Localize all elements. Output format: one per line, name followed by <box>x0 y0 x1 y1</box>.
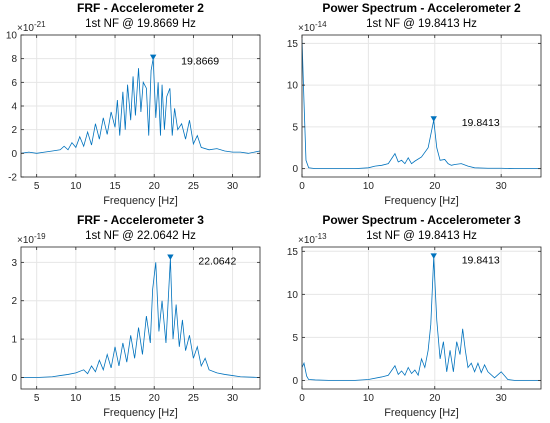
peak-label: 19.8669 <box>181 56 219 68</box>
axes-box <box>20 246 261 390</box>
y-tick-label: -2 <box>8 173 17 184</box>
peak-marker <box>167 254 174 261</box>
series-line <box>21 258 260 378</box>
chart-subtitle: 1st NF @ 19.8413 Hz <box>366 18 477 30</box>
chart-title: Power Spectrum - Accelerometer 3 <box>322 213 521 227</box>
x-tick-label: 10 <box>363 393 375 404</box>
x-tick-label: 30 <box>227 393 239 404</box>
x-tick-label: 5 <box>34 393 40 404</box>
y-exponent: ×10-19 <box>17 232 46 246</box>
peak-marker <box>430 116 437 122</box>
x-tick-label: 10 <box>70 393 82 404</box>
y-tick-label: 8 <box>11 54 17 65</box>
y-exponent: ×10-21 <box>17 20 46 34</box>
x-tick-label: 20 <box>149 393 161 404</box>
peak-label: 22.0642 <box>198 256 236 268</box>
y-tick-label: 15 <box>287 39 299 50</box>
series-line <box>302 39 541 170</box>
chart-title: FRF - Accelerometer 2 <box>77 1 204 15</box>
x-tick-label: 0 <box>299 393 305 404</box>
chart-subtitle: 1st NF @ 22.0642 Hz <box>85 230 196 242</box>
y-tick-label: 5 <box>292 333 298 344</box>
peak-label: 19.8413 <box>462 117 500 129</box>
x-tick-label: 30 <box>227 181 239 192</box>
x-tick-label: 30 <box>496 393 508 404</box>
x-axis-label: Frequency [Hz] <box>384 407 459 419</box>
y-tick-label: 6 <box>11 78 17 89</box>
y-tick-label: 10 <box>287 290 299 301</box>
y-tick-label: 3 <box>11 258 17 269</box>
y-tick-label: 15 <box>287 247 299 258</box>
plot-area <box>302 247 541 389</box>
chart-panel-4: 19.8413 0 10 20 30 0 5 10 15×10-13 Power Spectrum… <box>287 213 542 419</box>
x-tick-label: 0 <box>299 181 305 192</box>
y-tick-label: 0 <box>11 373 17 384</box>
plot-area <box>302 35 541 177</box>
x-tick-label: 15 <box>109 181 121 192</box>
axes-box <box>301 246 542 390</box>
x-axis-label: Frequency [Hz] <box>384 195 459 207</box>
x-tick-label: 30 <box>496 181 508 192</box>
y-tick-label: 5 <box>292 122 298 133</box>
x-tick-label: 10 <box>70 181 82 192</box>
axes-box <box>301 34 542 178</box>
y-tick-label: 2 <box>11 296 17 307</box>
y-tick-label: 10 <box>6 31 18 42</box>
y-exponent: ×10-14 <box>298 20 327 34</box>
y-tick-label: 0 <box>11 149 17 160</box>
y-tick-label: 0 <box>292 376 298 387</box>
chart-subtitle: 1st NF @ 19.8413 Hz <box>366 230 477 242</box>
x-tick-label: 10 <box>363 181 375 192</box>
x-tick-label: 20 <box>429 393 441 404</box>
chart-title: Power Spectrum - Accelerometer 2 <box>322 1 521 15</box>
chart-panel-2: 19.8413 0 10 20 30 0 5 10 15 ×10-14 Power Spectrum… <box>287 1 542 207</box>
y-exponent: ×10-13 <box>298 232 327 246</box>
y-tick-label: 0 <box>292 164 298 175</box>
y-tick-label: 4 <box>11 102 17 113</box>
x-tick-label: 20 <box>149 181 161 192</box>
x-axis-label: Frequency [Hz] <box>103 195 178 207</box>
x-tick-label: 20 <box>429 181 441 192</box>
x-axis-label: Frequency [Hz] <box>103 407 178 419</box>
peak-marker <box>149 54 157 61</box>
y-tick-label: 2 <box>11 125 17 136</box>
y-tick-label: 10 <box>287 81 299 92</box>
x-tick-label: 25 <box>188 181 200 192</box>
y-tick-label: 1 <box>11 335 17 346</box>
peak-label: 19.8413 <box>462 254 500 266</box>
peak-marker <box>430 253 437 259</box>
x-tick-label: 15 <box>109 393 121 404</box>
x-tick-label: 25 <box>188 393 200 404</box>
x-tick-label: 5 <box>34 181 40 192</box>
chart-panel-3: 22.0642 5 10 15 20 25 30 0 1 2 3 ×10-19 FRF - Accele… <box>11 213 261 419</box>
series-line <box>21 58 260 154</box>
chart-title: FRF - Accelerometer 3 <box>77 213 204 227</box>
chart-subtitle: 1st NF @ 19.8669 Hz <box>85 18 196 30</box>
plot-area <box>21 247 260 389</box>
